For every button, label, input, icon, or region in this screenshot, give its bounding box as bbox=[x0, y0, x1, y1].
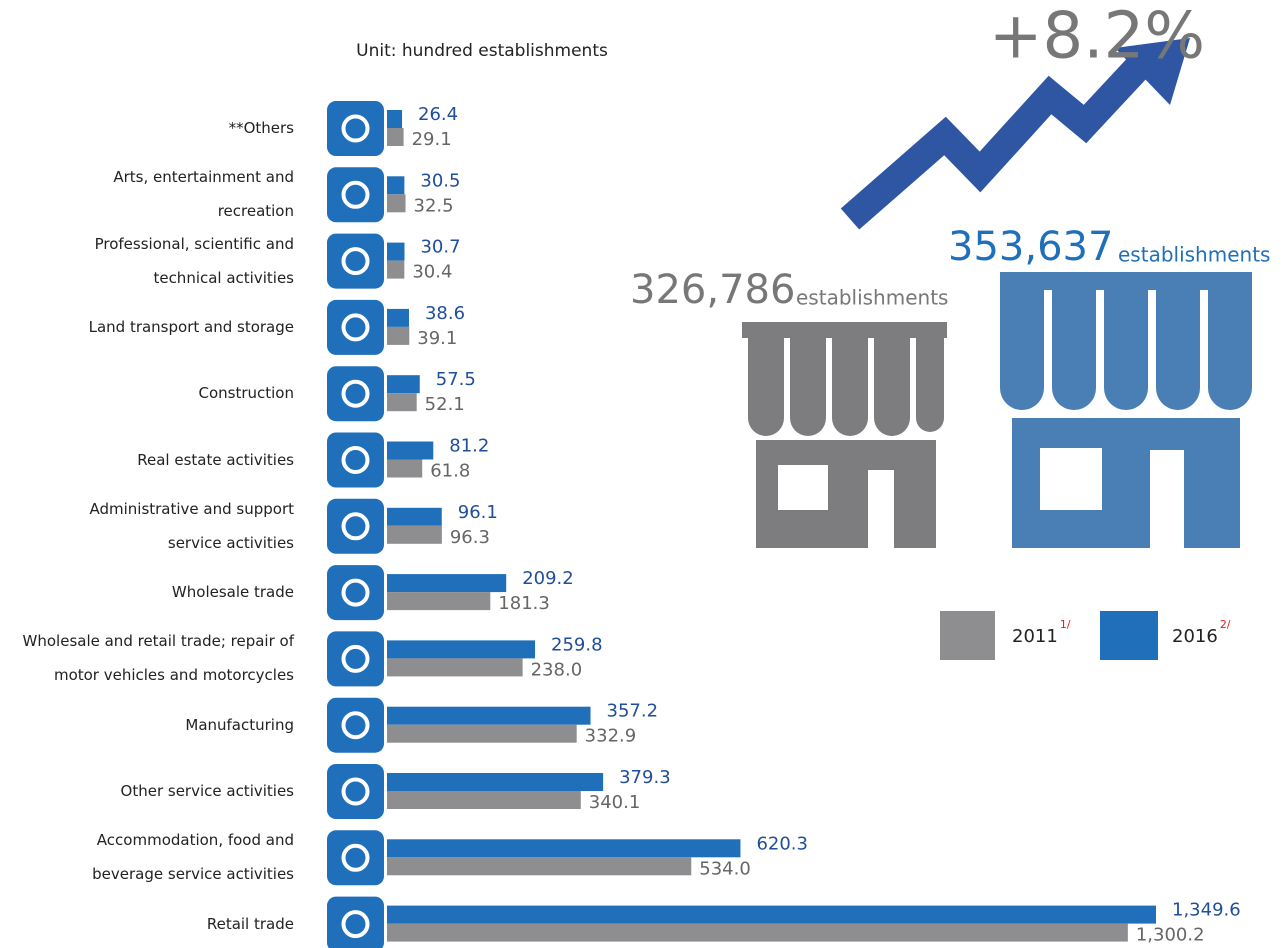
bar bbox=[387, 839, 740, 857]
value-label: 30.7 bbox=[420, 237, 460, 258]
bar bbox=[387, 243, 404, 261]
category-icon bbox=[327, 499, 384, 554]
bar bbox=[387, 128, 404, 146]
total-2016: 353,637 bbox=[948, 224, 1113, 270]
value-label: 32.5 bbox=[414, 195, 454, 216]
bar bbox=[387, 526, 442, 544]
category-label: Other service activities bbox=[0, 774, 294, 808]
bar bbox=[387, 327, 409, 345]
bar bbox=[387, 707, 591, 725]
legend-label: 2011 bbox=[1012, 626, 1058, 647]
category-label: Land transport and storage bbox=[0, 310, 294, 344]
infographic: Unit: hundred establishments +8.2% 326,7… bbox=[0, 0, 1283, 948]
category-icon bbox=[327, 101, 384, 156]
category-icon bbox=[327, 433, 384, 488]
value-label: 30.5 bbox=[420, 170, 460, 191]
value-label: 357.2 bbox=[607, 701, 659, 722]
category-label: Construction bbox=[0, 376, 294, 410]
value-label: 26.4 bbox=[418, 104, 458, 125]
category-icon bbox=[327, 300, 384, 355]
category-label: Wholesale and retail trade; repair of mo… bbox=[0, 624, 294, 692]
legend-swatch bbox=[940, 611, 995, 660]
value-label: 29.1 bbox=[412, 129, 452, 150]
bar bbox=[387, 725, 577, 743]
bar bbox=[387, 640, 535, 658]
growth-arrow bbox=[850, 65, 1140, 219]
bar bbox=[387, 791, 581, 809]
category-icon bbox=[327, 830, 384, 885]
value-label: 238.0 bbox=[531, 659, 583, 680]
store-2011 bbox=[742, 322, 947, 548]
bar bbox=[387, 857, 691, 875]
value-label: 96.1 bbox=[458, 502, 498, 523]
category-label: Wholesale trade bbox=[0, 575, 294, 609]
value-label: 30.4 bbox=[412, 262, 452, 283]
bar bbox=[387, 375, 420, 393]
value-label: 39.1 bbox=[417, 328, 457, 349]
value-label: 181.3 bbox=[498, 593, 550, 614]
value-label: 620.3 bbox=[756, 833, 808, 854]
bar bbox=[387, 924, 1128, 942]
category-icon bbox=[327, 234, 384, 289]
bar bbox=[387, 110, 402, 128]
value-label: 340.1 bbox=[589, 792, 641, 813]
legend-label: 2016 bbox=[1172, 626, 1218, 647]
category-icon bbox=[327, 366, 384, 421]
bar bbox=[387, 773, 603, 791]
bar bbox=[387, 658, 523, 676]
category-icon bbox=[327, 698, 384, 753]
category-label: Manufacturing bbox=[0, 708, 294, 742]
value-label: 534.0 bbox=[699, 858, 751, 879]
category-icon bbox=[327, 565, 384, 620]
legend-note: 1/ bbox=[1060, 618, 1071, 631]
category-label: Real estate activities bbox=[0, 443, 294, 477]
bar bbox=[387, 261, 404, 279]
value-label: 57.5 bbox=[436, 369, 476, 390]
category-label: Professional, scientific and technical a… bbox=[0, 227, 294, 295]
value-label: 259.8 bbox=[551, 634, 603, 655]
value-label: 61.8 bbox=[430, 461, 470, 482]
value-label: 38.6 bbox=[425, 303, 465, 324]
bar bbox=[387, 176, 404, 194]
bar bbox=[387, 460, 422, 478]
bar bbox=[387, 592, 490, 610]
bar bbox=[387, 194, 406, 212]
category-icon bbox=[327, 897, 384, 948]
value-label: 1,300.2 bbox=[1136, 925, 1205, 946]
category-icon bbox=[327, 631, 384, 686]
bar bbox=[387, 574, 506, 592]
total-2011-unit: establishments bbox=[796, 286, 948, 310]
bar bbox=[387, 393, 417, 411]
legend-swatch bbox=[1100, 611, 1158, 660]
value-label: 379.3 bbox=[619, 767, 671, 788]
category-icon bbox=[327, 764, 384, 819]
total-2016-unit: establishments bbox=[1118, 243, 1270, 267]
value-label: 332.9 bbox=[585, 726, 637, 747]
bar bbox=[387, 508, 442, 526]
legend-note: 2/ bbox=[1220, 618, 1231, 631]
value-label: 96.3 bbox=[450, 527, 490, 548]
store-2016 bbox=[1000, 272, 1252, 548]
value-label: 209.2 bbox=[522, 568, 574, 589]
bar bbox=[387, 906, 1156, 924]
bar bbox=[387, 309, 409, 327]
category-label: Administrative and support service activ… bbox=[0, 492, 294, 560]
bar bbox=[387, 442, 433, 460]
unit-note: Unit: hundred establishments bbox=[356, 41, 608, 61]
total-2011: 326,786 bbox=[630, 267, 795, 313]
category-label: Arts, entertainment and recreation bbox=[0, 160, 294, 228]
value-label: 81.2 bbox=[449, 436, 489, 457]
category-label: **Others bbox=[0, 111, 294, 145]
value-label: 1,349.6 bbox=[1172, 900, 1241, 921]
category-label: Retail trade bbox=[0, 907, 294, 941]
change-label: +8.2% bbox=[989, 0, 1205, 74]
category-label: Accommodation, food and beverage service… bbox=[0, 823, 294, 891]
category-icon bbox=[327, 167, 384, 222]
value-label: 52.1 bbox=[425, 394, 465, 415]
